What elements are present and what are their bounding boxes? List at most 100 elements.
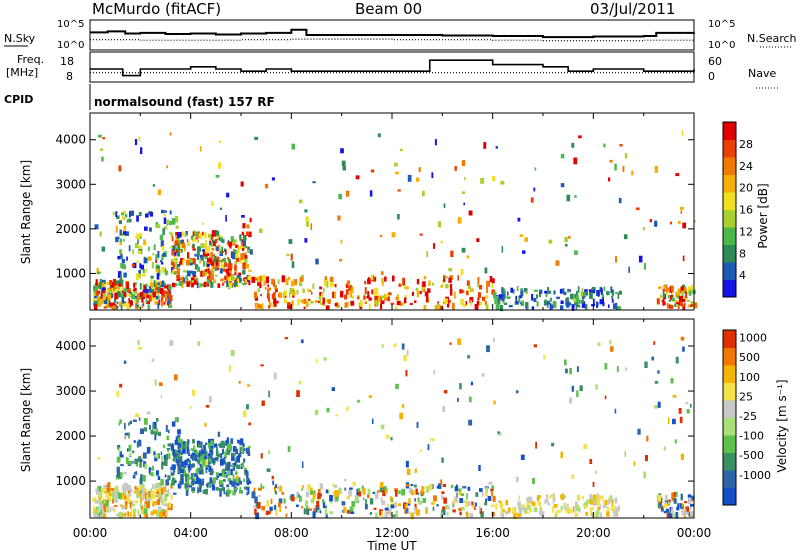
heat-cell (192, 389, 196, 396)
heat-cell (375, 512, 378, 518)
heat-cell (401, 404, 405, 409)
heat-cell (560, 300, 564, 304)
heat-cell (327, 489, 330, 494)
heat-cell (199, 481, 202, 489)
heat-cell (234, 487, 239, 491)
heat-cell (152, 253, 155, 256)
heat-cell (686, 506, 689, 512)
heat-cell (315, 258, 319, 265)
heat-cell (140, 502, 142, 508)
heat-cell (150, 279, 153, 286)
heat-cell (482, 296, 485, 301)
heat-cell (242, 240, 246, 247)
heat-cell (146, 300, 150, 305)
heat-cell (591, 288, 595, 291)
heat-cell (664, 293, 667, 300)
heat-cell (99, 231, 102, 237)
heat-cell (227, 477, 232, 482)
heat-cell (192, 238, 196, 243)
heat-cell (546, 494, 549, 502)
heat-cell (214, 274, 218, 277)
heat-cell (682, 346, 685, 352)
heat-cell (329, 511, 333, 515)
heat-cell (143, 292, 147, 297)
heat-cell (480, 511, 484, 518)
heat-cell (600, 495, 604, 500)
heat-cell (392, 514, 397, 517)
heat-cell (290, 280, 295, 287)
heat-cell (643, 471, 647, 479)
heat-cell (682, 222, 687, 229)
heat-cell (375, 292, 379, 297)
heat-cell (329, 282, 334, 288)
heat-cell (374, 293, 378, 301)
heat-cell (162, 228, 165, 235)
heat-cell (146, 411, 151, 415)
heat-cell (94, 296, 97, 299)
heat-cell (116, 475, 119, 478)
heat-cell (126, 219, 129, 223)
heat-cell (202, 222, 204, 225)
heat-cell (515, 295, 518, 301)
heat-cell (260, 483, 263, 490)
heat-cell (165, 294, 167, 298)
colorbar-swatch (723, 487, 736, 506)
heat-cell (568, 302, 572, 306)
heat-cell (526, 497, 529, 502)
heat-cell (131, 450, 135, 454)
heat-cell (312, 493, 315, 500)
heat-cell (199, 453, 203, 459)
heat-cell (117, 489, 120, 492)
heat-cell (670, 377, 674, 384)
heat-cell (487, 495, 492, 501)
heat-cell (115, 285, 118, 288)
heat-cell (273, 301, 277, 307)
heat-cell (211, 240, 215, 243)
heat-cell (400, 284, 403, 287)
heat-cell (560, 495, 563, 499)
heat-cell (351, 286, 354, 294)
heat-cell (128, 432, 130, 439)
heat-cell (154, 433, 157, 441)
heat-cell (184, 232, 187, 238)
heat-cell (470, 288, 474, 292)
heat-cell (107, 287, 111, 291)
heat-cell (220, 440, 225, 448)
heat-cell (384, 276, 387, 282)
heat-cell (185, 231, 188, 236)
heat-cell (160, 296, 164, 302)
heat-cell (371, 289, 374, 295)
heat-cell (163, 459, 168, 466)
heat-cell (329, 495, 333, 502)
heat-cell (220, 207, 222, 210)
heat-cell (138, 417, 141, 421)
power-colorbar-tick: 20 (739, 182, 753, 195)
heat-cell (209, 242, 212, 246)
heat-cell (349, 290, 352, 298)
heat-cell (566, 503, 569, 508)
heat-cell (103, 500, 106, 504)
heat-cell (254, 136, 259, 140)
heat-cell (219, 490, 222, 497)
heat-cell (208, 257, 212, 263)
heat-cell (177, 442, 182, 450)
heat-cell (312, 283, 315, 289)
heat-cell (602, 297, 604, 302)
heat-cell (136, 493, 140, 499)
heat-cell (512, 507, 516, 514)
heat-cell (108, 305, 113, 308)
heat-cell (564, 507, 568, 511)
colorbar-swatch (723, 435, 736, 453)
heat-cell (484, 295, 489, 300)
heat-cell (324, 276, 328, 282)
heat-cell (395, 383, 399, 390)
heat-cell (149, 227, 152, 232)
heat-cell (201, 469, 204, 475)
heat-cell (363, 296, 365, 300)
heat-cell (179, 452, 181, 456)
heat-cell (533, 187, 536, 192)
heat-cell (237, 249, 240, 254)
heat-cell (407, 509, 410, 515)
heat-cell (347, 509, 351, 514)
